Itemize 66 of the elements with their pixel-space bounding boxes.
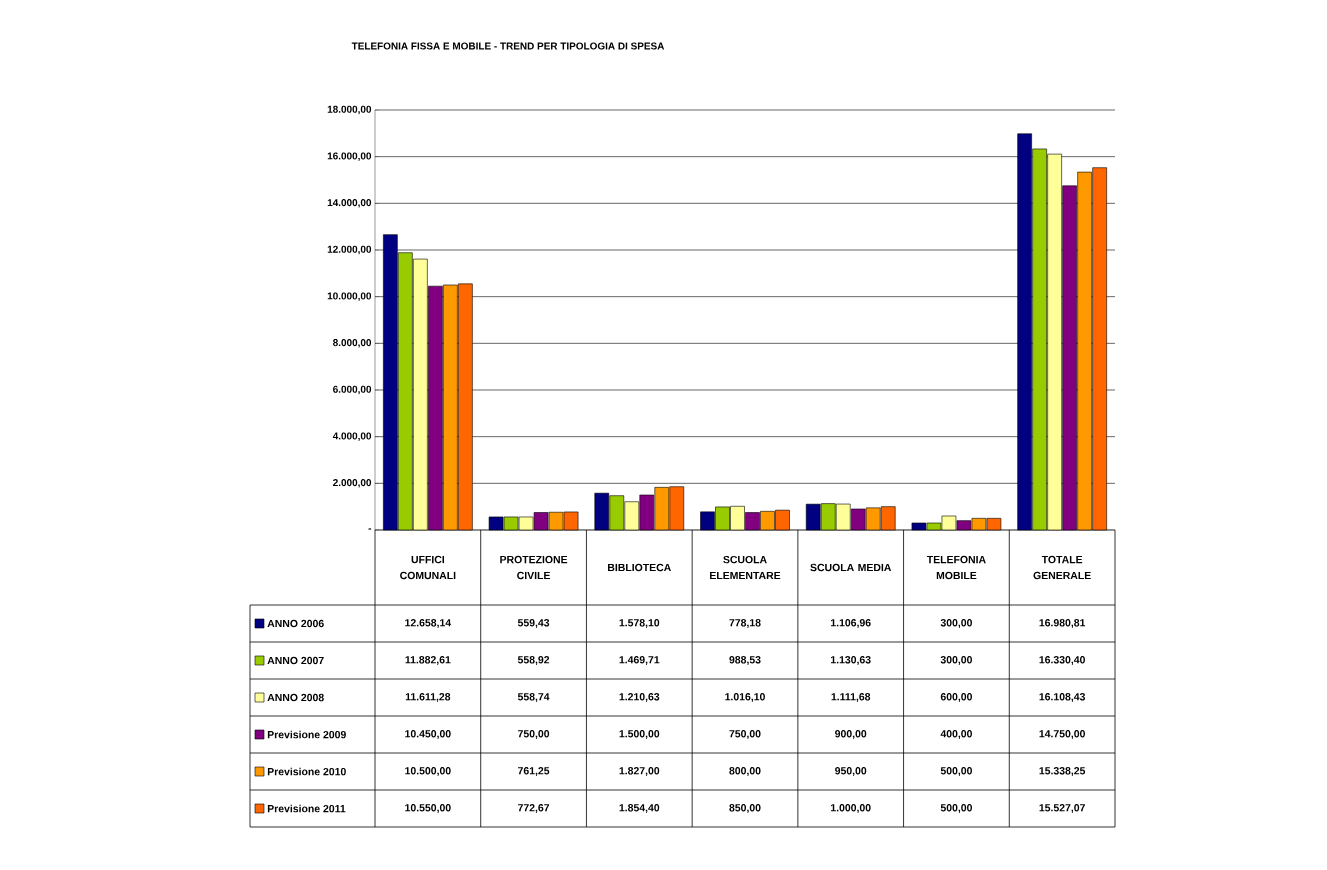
data-label: 1.016,10: [725, 693, 765, 702]
x-tick-label: UFFICI COMUNALI: [400, 555, 456, 580]
data-label: 11.882,61: [405, 656, 451, 665]
y-tick-label: 14.000,00: [327, 199, 372, 208]
data-label: 12.658,14: [405, 619, 452, 628]
data-label: 1.130,63: [831, 656, 871, 665]
data-label: 16.108,43: [1039, 693, 1086, 702]
x-tick-label: TELEFONIA MOBILE: [926, 555, 986, 580]
data-label: 1.854,40: [619, 804, 660, 813]
data-label: 558,74: [517, 693, 550, 702]
data-label: 558,92: [517, 656, 550, 665]
data-label: 1.111,68: [831, 693, 871, 702]
data-label: 1.500,00: [619, 730, 660, 739]
y-tick-label: 12.000,00: [327, 245, 372, 255]
data-label: 761,25: [518, 767, 550, 776]
chart-title: TELEFONIA FISSA E MOBILE - TREND PER TIPOLOGIA DI SPESA: [351, 42, 665, 50]
legend-label: ANNO 2008: [267, 693, 324, 702]
x-tick-label: TOTALE GENERALE: [1033, 555, 1091, 580]
y-tick-label: 18.000,00: [327, 105, 372, 115]
legend-label: Previsione 2011: [267, 804, 346, 813]
data-label: 500,00: [940, 767, 972, 776]
data-label: 778,18: [729, 619, 761, 628]
data-label: 988,53: [729, 656, 761, 665]
legend-label: Previsione 2010: [267, 767, 346, 776]
data-label: 559,43: [517, 619, 550, 628]
x-tick-label: PROTEZIONE CIVILE: [500, 555, 568, 580]
data-label: 1.210,63: [619, 693, 660, 702]
data-label: 300,00: [940, 619, 972, 628]
data-label: 16.330,40: [1039, 656, 1085, 665]
data-label: 16.980,81: [1039, 619, 1086, 628]
legend-label: ANNO 2006: [267, 619, 324, 628]
data-label: 600,00: [940, 693, 972, 702]
y-tick-label: 16.000,00: [327, 152, 372, 161]
data-label: 11.611,28: [405, 693, 451, 702]
data-label: 772,67: [518, 804, 550, 813]
data-label: 10.450,00: [405, 730, 451, 739]
y-tick-label: 8.000,00: [333, 339, 372, 348]
y-tick-label: 10.000,00: [327, 292, 372, 301]
data-label: 750,00: [729, 730, 761, 739]
data-label: 1.000,00: [831, 804, 871, 813]
data-label: 500,00: [940, 804, 972, 813]
data-label: 1.106,96: [831, 619, 871, 628]
data-label: 850,00: [729, 804, 761, 813]
data-label: 950,00: [835, 767, 867, 776]
data-label: 900,00: [835, 730, 867, 739]
legend-label: ANNO 2007: [267, 656, 324, 665]
data-label: 750,00: [518, 730, 550, 739]
data-label: 14.750,00: [1039, 730, 1085, 739]
y-tick-label: 6.000,00: [333, 385, 372, 395]
y-tick-label: 2.000,00: [333, 479, 372, 488]
y-tick-label: 4.000,00: [332, 432, 372, 441]
x-tick-label: BIBLIOTECA: [608, 563, 671, 572]
data-label: 400,00: [940, 730, 972, 739]
data-label: 15.527,07: [1039, 804, 1085, 813]
data-label: 10.500,00: [405, 767, 451, 776]
y-tick-label: -: [368, 528, 372, 530]
data-label: 1.469,71: [619, 656, 660, 665]
data-label: 10.550,00: [405, 804, 451, 813]
x-tick-label: SCUOLA ELEMENTARE: [710, 555, 781, 580]
legend-label: Previsione 2009: [267, 730, 346, 739]
data-label: 800,00: [729, 767, 761, 776]
data-label: 300,00: [940, 656, 972, 665]
data-label: 15.338,25: [1039, 767, 1086, 776]
data-label: 1.578,10: [619, 619, 660, 628]
x-tick-label: SCUOLA MEDIA: [810, 563, 892, 572]
data-label: 1.827,00: [619, 767, 660, 776]
